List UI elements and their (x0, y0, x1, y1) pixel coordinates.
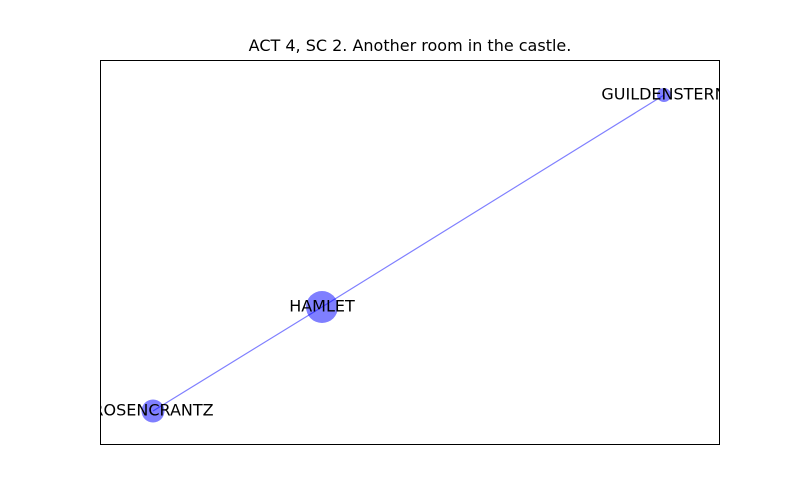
labels-layer: HAMLET ROSENCRANTZ GUILDENSTERN (92, 85, 726, 420)
node-rosencrantz (141, 399, 165, 423)
node-hamlet (306, 291, 338, 323)
edges-layer (152, 94, 665, 412)
edge-hamlet-guildenstern (321, 94, 665, 308)
node-label-hamlet: HAMLET (289, 297, 355, 316)
node-guildenstern (657, 88, 671, 102)
nodes-layer (141, 88, 671, 423)
node-label-guildenstern: GUILDENSTERN (601, 85, 726, 104)
node-label-rosencrantz: ROSENCRANTZ (92, 401, 213, 420)
diagram-title: ACT 4, SC 2. Another room in the castle. (249, 36, 572, 55)
edge-rosencrantz-hamlet (152, 306, 323, 412)
plot-frame (100, 60, 720, 445)
